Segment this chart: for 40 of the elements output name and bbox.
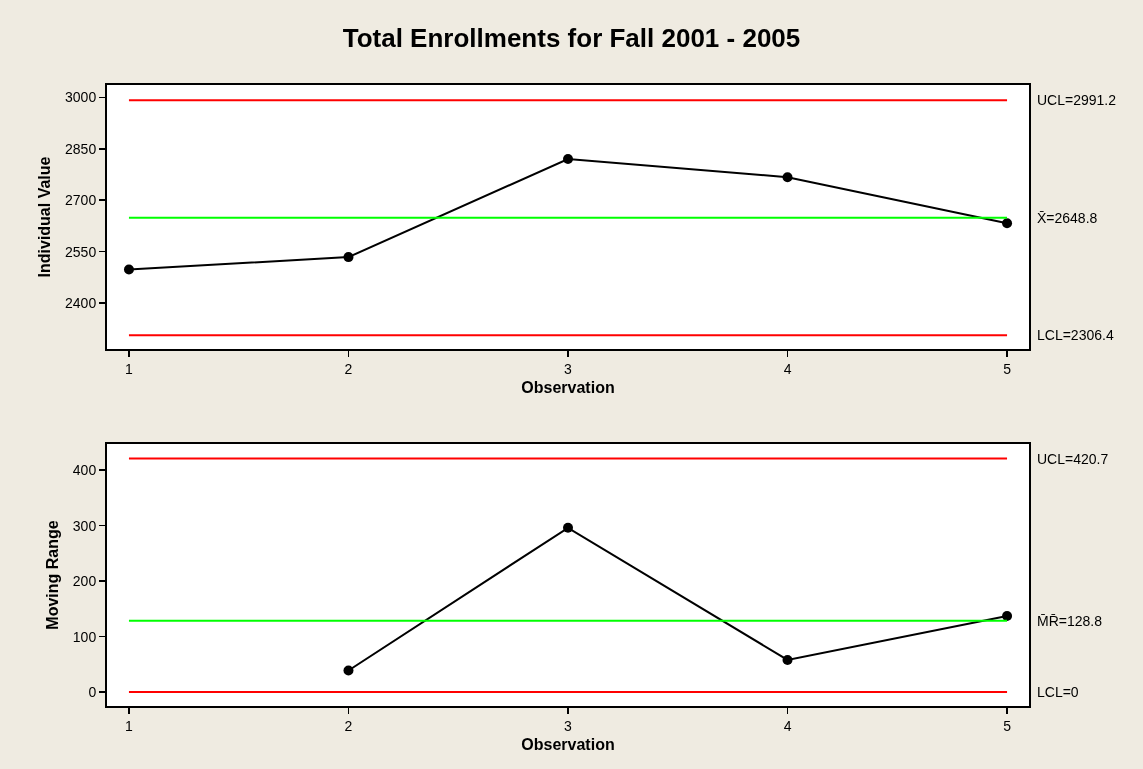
point	[782, 172, 793, 183]
y-tick-label: 100	[72, 628, 97, 645]
y-tick-label: 2850	[65, 140, 97, 157]
x-axis-title: Observation	[521, 379, 615, 396]
x-tick-label: 2	[344, 717, 353, 734]
y-tick-label: 3000	[65, 89, 97, 106]
point	[782, 654, 793, 665]
ref-line-label: UCL=420.7	[1037, 451, 1109, 467]
point	[1002, 611, 1013, 622]
point	[343, 252, 354, 263]
y-tick-label: 400	[72, 461, 97, 478]
ref-line-label: UCL=2991.2	[1037, 92, 1117, 108]
y-tick-label: 2400	[65, 294, 97, 311]
x-tick-label: 3	[564, 360, 573, 377]
x-tick-label: 1	[125, 717, 134, 734]
x-tick-label: 3	[564, 717, 573, 734]
ref-line-label: LCL=0	[1037, 684, 1079, 700]
ref-line-label: LCL=2306.4	[1037, 327, 1114, 343]
y-axis-title: Individual Value	[36, 156, 54, 278]
ref-line-label: M̄R̄=128.8	[1037, 613, 1103, 629]
x-tick-label: 4	[783, 360, 792, 377]
point	[1002, 218, 1013, 229]
point	[563, 522, 573, 533]
point	[123, 264, 134, 275]
y-tick-label: 2700	[65, 192, 97, 209]
point	[343, 665, 354, 676]
y-tick-label: 300	[72, 517, 97, 534]
x-tick-label: 5	[1003, 717, 1012, 734]
x-axis-title: Observation	[521, 736, 615, 753]
x-tick-label: 4	[783, 717, 792, 734]
x-tick-label: 2	[344, 360, 353, 377]
y-axis-title: Moving Range	[44, 520, 62, 630]
y-tick-label: 2550	[65, 243, 97, 260]
chart-title: Total Enrollments for Fall 2001 - 2005	[342, 22, 801, 53]
ref-line-label: X̄=2648.8	[1037, 210, 1098, 226]
point	[563, 154, 573, 165]
x-tick-label: 5	[1003, 360, 1012, 377]
y-tick-label: 0	[88, 684, 97, 701]
x-tick-label: 1	[125, 360, 134, 377]
y-tick-label: 200	[72, 573, 97, 590]
